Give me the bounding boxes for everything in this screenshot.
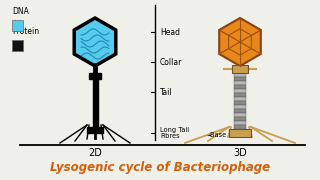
Text: Long Tail
Fibres: Long Tail Fibres [160, 127, 189, 139]
Bar [234, 117, 246, 121]
Polygon shape [74, 18, 116, 66]
Bar [234, 101, 246, 105]
Text: Base Plate: Base Plate [210, 132, 245, 138]
Bar [234, 85, 246, 89]
Text: DNA: DNA [12, 7, 29, 16]
Text: 2D: 2D [88, 148, 102, 158]
Text: Protein: Protein [12, 27, 39, 36]
Bar [234, 113, 246, 117]
Bar [229, 129, 251, 137]
Bar [234, 97, 246, 101]
Bar [234, 93, 246, 97]
Text: Tail: Tail [160, 87, 172, 96]
Bar [234, 89, 246, 93]
Text: Lysogenic cycle of Bacteriophage: Lysogenic cycle of Bacteriophage [50, 161, 270, 174]
Text: Collar: Collar [160, 57, 182, 66]
Bar [92, 79, 98, 127]
Bar [89, 73, 101, 79]
Bar [232, 65, 248, 73]
Bar [12, 40, 23, 51]
Polygon shape [219, 18, 261, 66]
Bar [234, 105, 246, 109]
Text: Head: Head [160, 28, 180, 37]
Bar [234, 81, 246, 85]
Text: 3D: 3D [233, 148, 247, 158]
Bar [234, 109, 246, 113]
Bar [87, 127, 103, 133]
Bar [234, 77, 246, 81]
Bar [234, 121, 246, 125]
Bar [234, 73, 246, 77]
Bar [234, 125, 246, 129]
Bar [12, 20, 23, 31]
